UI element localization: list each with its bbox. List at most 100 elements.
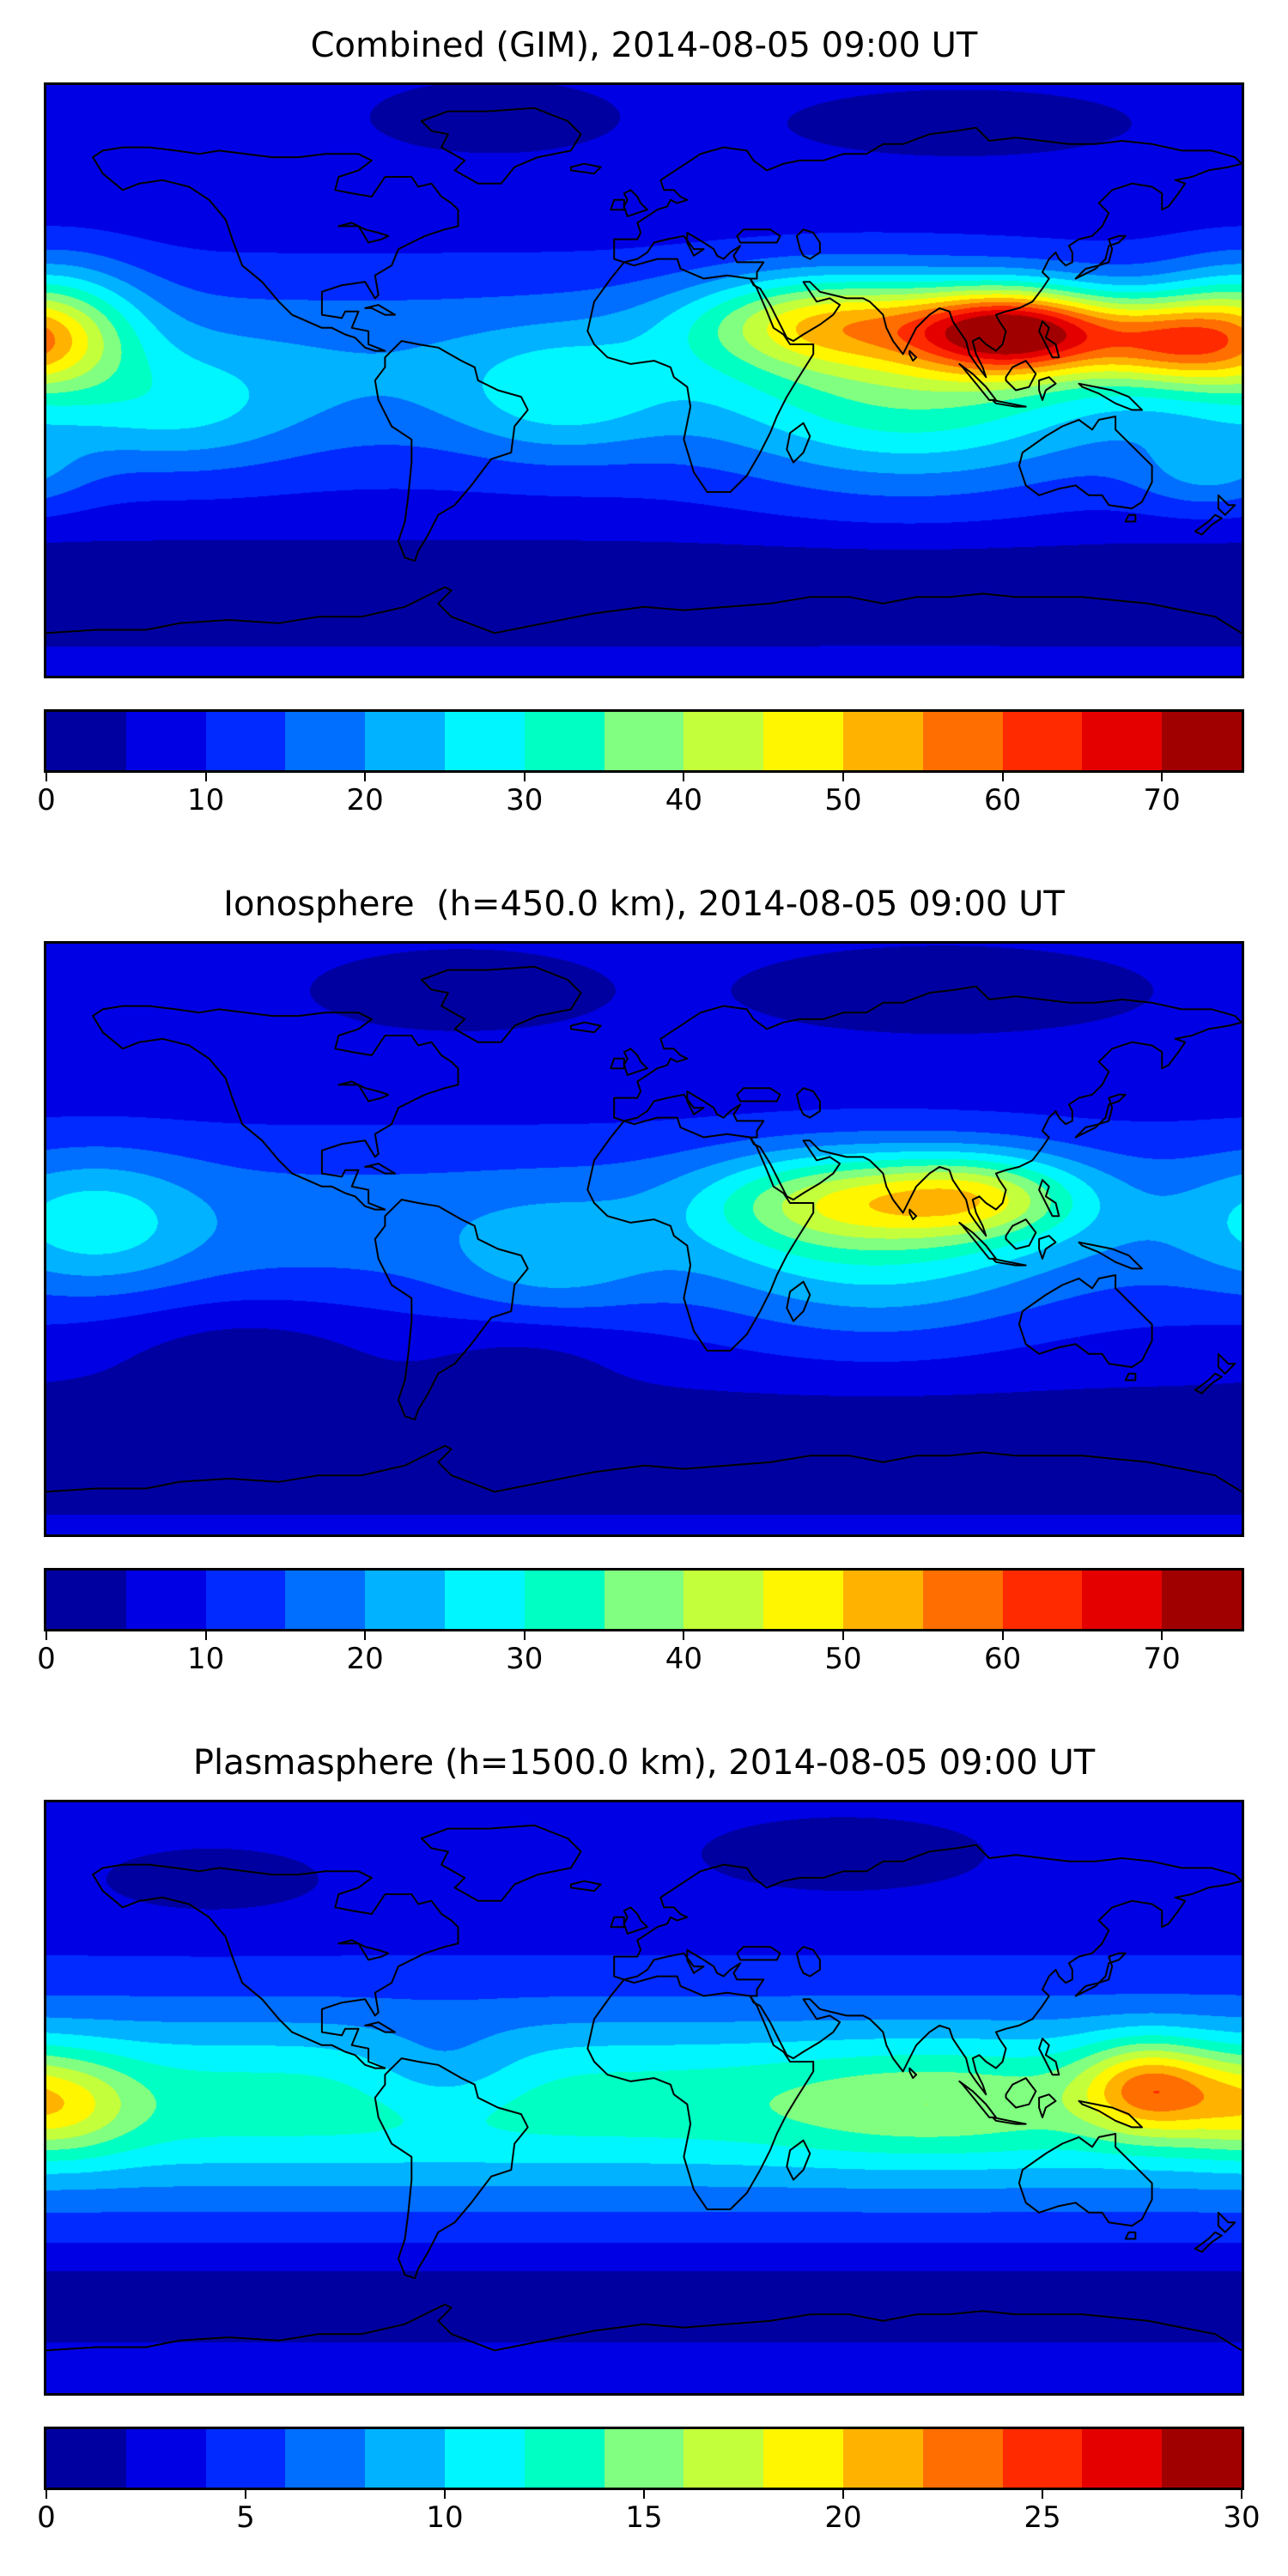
- colorbar-tickmark: [683, 1631, 685, 1640]
- coastline: [992, 398, 1027, 408]
- coastline: [46, 1444, 1242, 1493]
- coastline: [795, 1946, 821, 1978]
- coastline: [736, 228, 781, 244]
- colorbar-segment: [1082, 2429, 1163, 2488]
- colorbar-segment: [46, 712, 126, 770]
- map-ionosphere: [44, 941, 1244, 1537]
- coastline: [1074, 234, 1127, 280]
- coastline: [610, 1916, 625, 1929]
- colorbar-tick-label: 20: [346, 1642, 384, 1676]
- coastline: [337, 1080, 390, 1103]
- coastline: [736, 1087, 781, 1103]
- colorbar-tickmark: [1001, 1631, 1004, 1640]
- colorbar-tickmark: [523, 773, 526, 781]
- coastline: [908, 1208, 918, 1221]
- colorbar-tickmark: [683, 773, 685, 781]
- coastline: [420, 1824, 582, 1902]
- coastline: [586, 258, 815, 493]
- coastline: [786, 1280, 811, 1322]
- colorbar-tick-label: 30: [506, 1642, 544, 1676]
- colorbar-tick-label: 30: [506, 783, 544, 817]
- coastline: [992, 2116, 1027, 2125]
- coastline: [1038, 1235, 1057, 1260]
- colorbar-tickmark: [1042, 2490, 1043, 2499]
- coastline: [569, 1880, 602, 1893]
- coastline: [1038, 2038, 1060, 2076]
- colorbar-segment: [604, 712, 684, 770]
- coastline: [1078, 1241, 1143, 1270]
- coastline: [613, 126, 1242, 379]
- colorbar-segment: [524, 2429, 605, 2488]
- coastline: [1074, 1952, 1127, 1997]
- colorbar-segment: [604, 1571, 684, 1629]
- colorbar-tickmark: [1161, 773, 1163, 781]
- colorbar-tickmark: [364, 1631, 367, 1640]
- colorbar-tickmark: [244, 2490, 246, 2499]
- coastline: [364, 1163, 396, 1175]
- coastline: [613, 985, 1242, 1237]
- coastline: [610, 1057, 625, 1070]
- coastline: [1217, 2211, 1236, 2233]
- colorbar-tick-label: 50: [824, 783, 862, 817]
- coastline: [736, 1946, 781, 1961]
- colorbar-segment: [365, 1571, 445, 1629]
- coastline: [364, 2021, 396, 2033]
- colorbar-tickmark: [46, 1631, 47, 1640]
- coastline: [1124, 1372, 1137, 1382]
- colorbar-tickmark: [643, 2490, 645, 2499]
- coastline: [586, 1116, 815, 1352]
- coastline: [958, 362, 997, 401]
- coastline: [46, 586, 1242, 635]
- colorbar-segment: [444, 1571, 525, 1629]
- colorbar-tickmark: [46, 773, 47, 781]
- colorbar-tick-label: 10: [186, 783, 225, 817]
- coastline: [92, 1863, 459, 2069]
- colorbar-tick-label: 40: [665, 1642, 703, 1676]
- colorbar-segment: [285, 2429, 366, 2488]
- colorbar-tick-label: 0: [37, 2500, 56, 2535]
- coastline: [569, 162, 602, 175]
- coastline: [1078, 2099, 1143, 2129]
- coastline: [623, 189, 648, 217]
- plot-column: 0 5 10 15 20 25 30: [37, 1800, 1261, 2543]
- coastline: [1018, 1274, 1153, 1369]
- coastline: [374, 340, 529, 562]
- colorbar-tickmark: [841, 1631, 844, 1640]
- coastline: [1038, 320, 1060, 359]
- colorbar-segment: [205, 712, 286, 770]
- colorbar-segment: [1162, 1571, 1242, 1629]
- coastline: [92, 1005, 459, 1211]
- colorbar-tickmark: [1001, 773, 1004, 781]
- colorbar-tickmark: [1161, 1631, 1163, 1640]
- coastline: [364, 304, 396, 316]
- colorbar-segment: [444, 2429, 525, 2488]
- map-combined: [44, 82, 1244, 678]
- colorbar-segment: [1082, 712, 1163, 770]
- coastline: [1194, 2231, 1223, 2253]
- coastline: [1005, 360, 1037, 392]
- colorbar-segment: [524, 1571, 605, 1629]
- colorbar-segment: [125, 712, 206, 770]
- coastline: [1194, 513, 1223, 536]
- coastline: [46, 2303, 1242, 2352]
- colorbar-segment: [842, 712, 923, 770]
- colorbar-segment: [763, 1571, 843, 1629]
- colorbar-segment: [125, 2429, 206, 2488]
- colorbar-tickmark: [1241, 2490, 1242, 2499]
- colorbar-segment: [763, 2429, 843, 2488]
- coastline: [610, 198, 625, 211]
- panel-title-combined: Combined (GIM), 2014-08-05 09:00 UT: [310, 26, 978, 65]
- colorbar-tickmark: [204, 1631, 207, 1640]
- colorbar-tick-label: 10: [426, 2500, 464, 2535]
- coastline: [786, 422, 811, 464]
- panel-title-plasmasphere: Plasmasphere (h=1500.0 km), 2014-08-05 0…: [192, 1743, 1096, 1783]
- coastline: [1124, 2231, 1137, 2240]
- coastline: [1217, 494, 1236, 516]
- coastline: [374, 2057, 529, 2280]
- coastline: [786, 2139, 811, 2181]
- coastline: [1194, 1372, 1223, 1394]
- colorbar-segment: [365, 2429, 445, 2488]
- colorbar-plasmasphere: [44, 2427, 1244, 2490]
- panel-ionosphere: Ionosphere (h=450.0 km), 2014-08-05 09:0…: [0, 859, 1288, 1717]
- colorbar-ticks-combined: 0 10 20 30 40 50 60 70: [37, 773, 1242, 826]
